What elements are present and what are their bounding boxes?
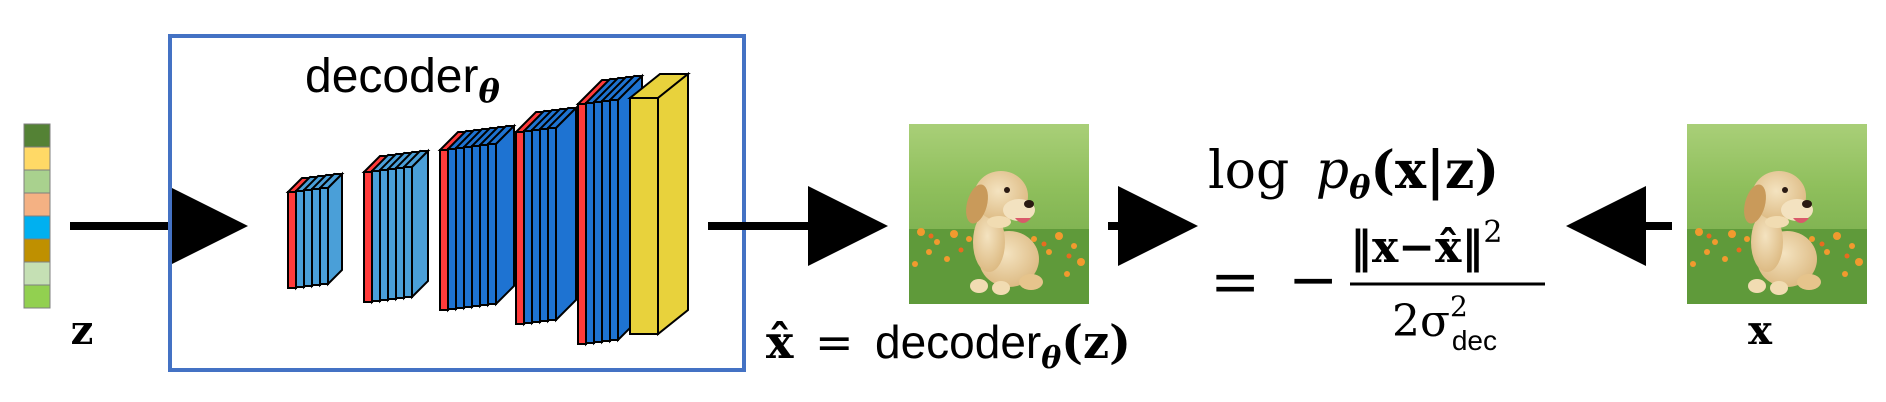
decoder-title-sub: θ [478,72,500,110]
xhat-symbol: x̂ [766,315,794,369]
log-likelihood: log pθ(x|z) [1208,140,1499,206]
layer-slab [485,123,517,307]
latent-cell [23,284,51,309]
layer-slab [627,71,691,337]
likelihood-args: (x|z) [1370,140,1499,201]
generated-puppy-image [909,124,1089,304]
xhat-sub: θ [1041,341,1061,376]
xhat-equals: = [815,315,854,369]
z-label: z [71,307,94,354]
layer-slab [317,171,345,287]
decoder-box [168,34,746,372]
denom-sub: dec [1452,325,1497,356]
layer-slab [401,148,431,300]
latent-cell [23,238,51,263]
decoder-title-text: decoder [305,50,478,103]
xhat-fn: decoder [875,316,1041,368]
log-text: log [1208,141,1289,201]
xhat-equation: x̂ = decoderθ(z) [766,315,1131,376]
decoder-layers [285,71,691,347]
latent-cell [23,169,51,194]
latent-cell [23,261,51,286]
xhat-arg: (z) [1061,315,1131,369]
denom-sup: 2 [1450,290,1468,323]
denom-base: 2σ [1392,296,1450,347]
latent-vector-z [23,123,51,309]
x-label: x [1748,307,1773,354]
numerator-text: ‖x−x̂‖ [1350,222,1483,273]
loss-denominator: 2σ2 dec [1392,290,1497,356]
observed-puppy-image [1687,124,1867,304]
loss-numerator: ‖x−x̂‖2 [1350,215,1502,273]
p-symbol: p [1316,141,1349,201]
loss-equals: = [1210,247,1260,317]
p-sub: θ [1349,168,1371,206]
latent-cell [23,146,51,171]
latent-cell [23,192,51,217]
latent-cell [23,123,51,148]
latent-cell [23,215,51,240]
loss-minus: − [1288,245,1338,315]
numerator-sup: 2 [1483,215,1502,250]
layer-slab [545,105,579,323]
decoder-title: decoderθ [305,50,500,110]
